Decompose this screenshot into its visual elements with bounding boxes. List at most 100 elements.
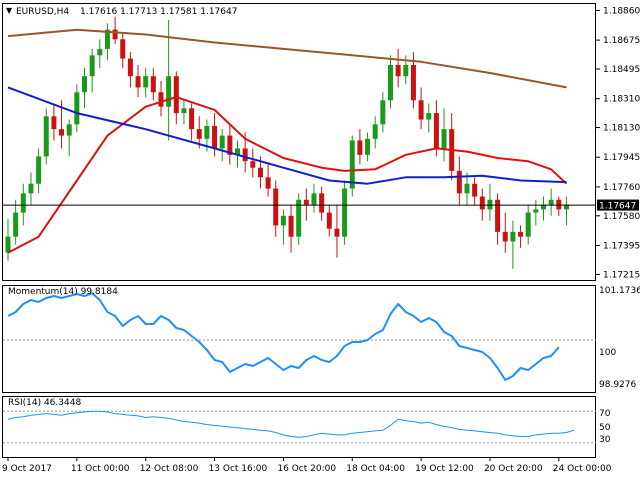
rsi-tick-30: 30 — [599, 435, 611, 445]
current-price-tag — [597, 199, 639, 211]
bull-candle — [204, 125, 210, 139]
sma-fast-line — [7, 86, 567, 185]
price-axis-label: 1.18675 — [603, 36, 640, 46]
bear-candle — [150, 76, 156, 93]
bear-candle — [51, 116, 57, 130]
rsi-line — [7, 410, 575, 438]
momentum-line — [7, 292, 560, 381]
price-axis-label: 1.17760 — [603, 183, 640, 193]
bull-candle — [66, 124, 72, 136]
bear-candle — [127, 58, 133, 77]
bear-candle — [112, 29, 118, 40]
bull-candle — [219, 135, 225, 149]
bull-candle — [533, 209, 539, 213]
bear-candle — [158, 92, 164, 107]
bear-candle — [273, 188, 279, 226]
symbol-timeframe: EURUSD,H4 — [16, 7, 69, 17]
bull-candle — [548, 199, 554, 205]
price-axis-label: 1.18860 — [603, 6, 640, 16]
sma-slow-line — [7, 28, 567, 89]
ohlc-readout: 1.17616 1.17713 1.17581 1.17647 — [80, 7, 237, 17]
bear-candle — [479, 196, 485, 210]
bear-candle — [288, 215, 294, 237]
header-arrow-icon: ▼ — [6, 6, 13, 15]
bear-candle — [410, 64, 416, 101]
bear-candle — [502, 231, 508, 242]
momentum-panel-frame — [2, 285, 596, 393]
bear-candle — [212, 125, 218, 149]
bull-candle — [311, 193, 317, 205]
bull-candle — [74, 92, 80, 125]
bear-candle — [250, 161, 256, 168]
bull-candle — [541, 204, 546, 210]
bear-candle — [227, 135, 233, 155]
rsi-tick-70: 70 — [599, 409, 611, 419]
bull-candle — [181, 108, 187, 114]
time-axis-label: 13 Oct 16:00 — [209, 464, 268, 474]
current-price-label: 1.17647 — [599, 202, 636, 212]
sma-mid-line — [7, 96, 568, 254]
momentum-label: Momentum(14) 99.8184 — [8, 287, 118, 297]
bear-candle — [59, 129, 65, 136]
bear-candle — [257, 167, 263, 178]
time-axis-label: 18 Oct 04:00 — [346, 464, 405, 474]
price-axis-label: 1.17215 — [603, 270, 640, 280]
price-axis-label: 1.18495 — [603, 65, 640, 75]
price-axis-label: 1.18130 — [603, 124, 640, 134]
momentum-tick-bottom: 98.9276 — [599, 380, 636, 390]
time-axis-label: 16 Oct 20:00 — [277, 464, 336, 474]
bull-candle — [104, 29, 110, 49]
time-axis-label: 24 Oct 00:00 — [553, 464, 612, 474]
bull-candle — [380, 100, 386, 125]
bull-candle — [5, 236, 11, 253]
bull-candle — [349, 140, 355, 189]
rsi-panel-frame — [2, 396, 596, 458]
bull-candle — [365, 138, 371, 155]
bear-candle — [357, 140, 363, 155]
bear-candle — [242, 148, 248, 162]
bull-candle — [280, 215, 286, 226]
price-axis-label: 1.17395 — [603, 242, 640, 252]
bull-candle — [403, 64, 409, 77]
bear-candle — [472, 183, 478, 197]
price-axis-label: 1.18310 — [603, 95, 640, 105]
time-axis-label: 19 Oct 12:00 — [415, 464, 474, 474]
momentum-tick-top: 101.1736 — [599, 286, 640, 296]
bull-candle — [36, 156, 42, 184]
bear-candle — [120, 39, 126, 59]
bull-candle — [426, 113, 432, 120]
bull-candle — [342, 188, 348, 237]
bull-candle — [464, 183, 470, 194]
bear-candle — [135, 76, 141, 88]
bull-candle — [563, 204, 569, 210]
rsi-tick-50: 50 — [599, 423, 611, 433]
bear-candle — [265, 177, 271, 189]
momentum-tick-mid: 100 — [599, 348, 616, 358]
time-axis-label: 12 Oct 08:00 — [140, 464, 199, 474]
price-axis-label: 1.17580 — [603, 212, 640, 222]
bear-candle — [495, 199, 501, 232]
bull-candle — [235, 148, 240, 155]
bear-candle — [173, 76, 179, 114]
time-axis-label: 11 Oct 00:00 — [71, 464, 130, 474]
bull-candle — [43, 116, 49, 157]
bull-candle — [82, 76, 87, 93]
bull-candle — [296, 199, 302, 237]
bull-candle — [441, 129, 447, 149]
bull-candle — [372, 124, 378, 139]
bull-candle — [388, 64, 393, 101]
bull-candle — [525, 212, 531, 237]
bear-candle — [433, 113, 439, 149]
bull-candle — [20, 193, 26, 213]
bull-candle — [97, 48, 103, 56]
bear-candle — [334, 228, 340, 237]
bear-candle — [319, 193, 325, 213]
bear-candle — [418, 100, 424, 120]
price-axis-label: 1.17945 — [603, 153, 640, 163]
bull-candle — [143, 76, 149, 88]
bear-candle — [326, 212, 332, 229]
bull-candle — [89, 55, 95, 77]
bear-candle — [303, 199, 309, 205]
